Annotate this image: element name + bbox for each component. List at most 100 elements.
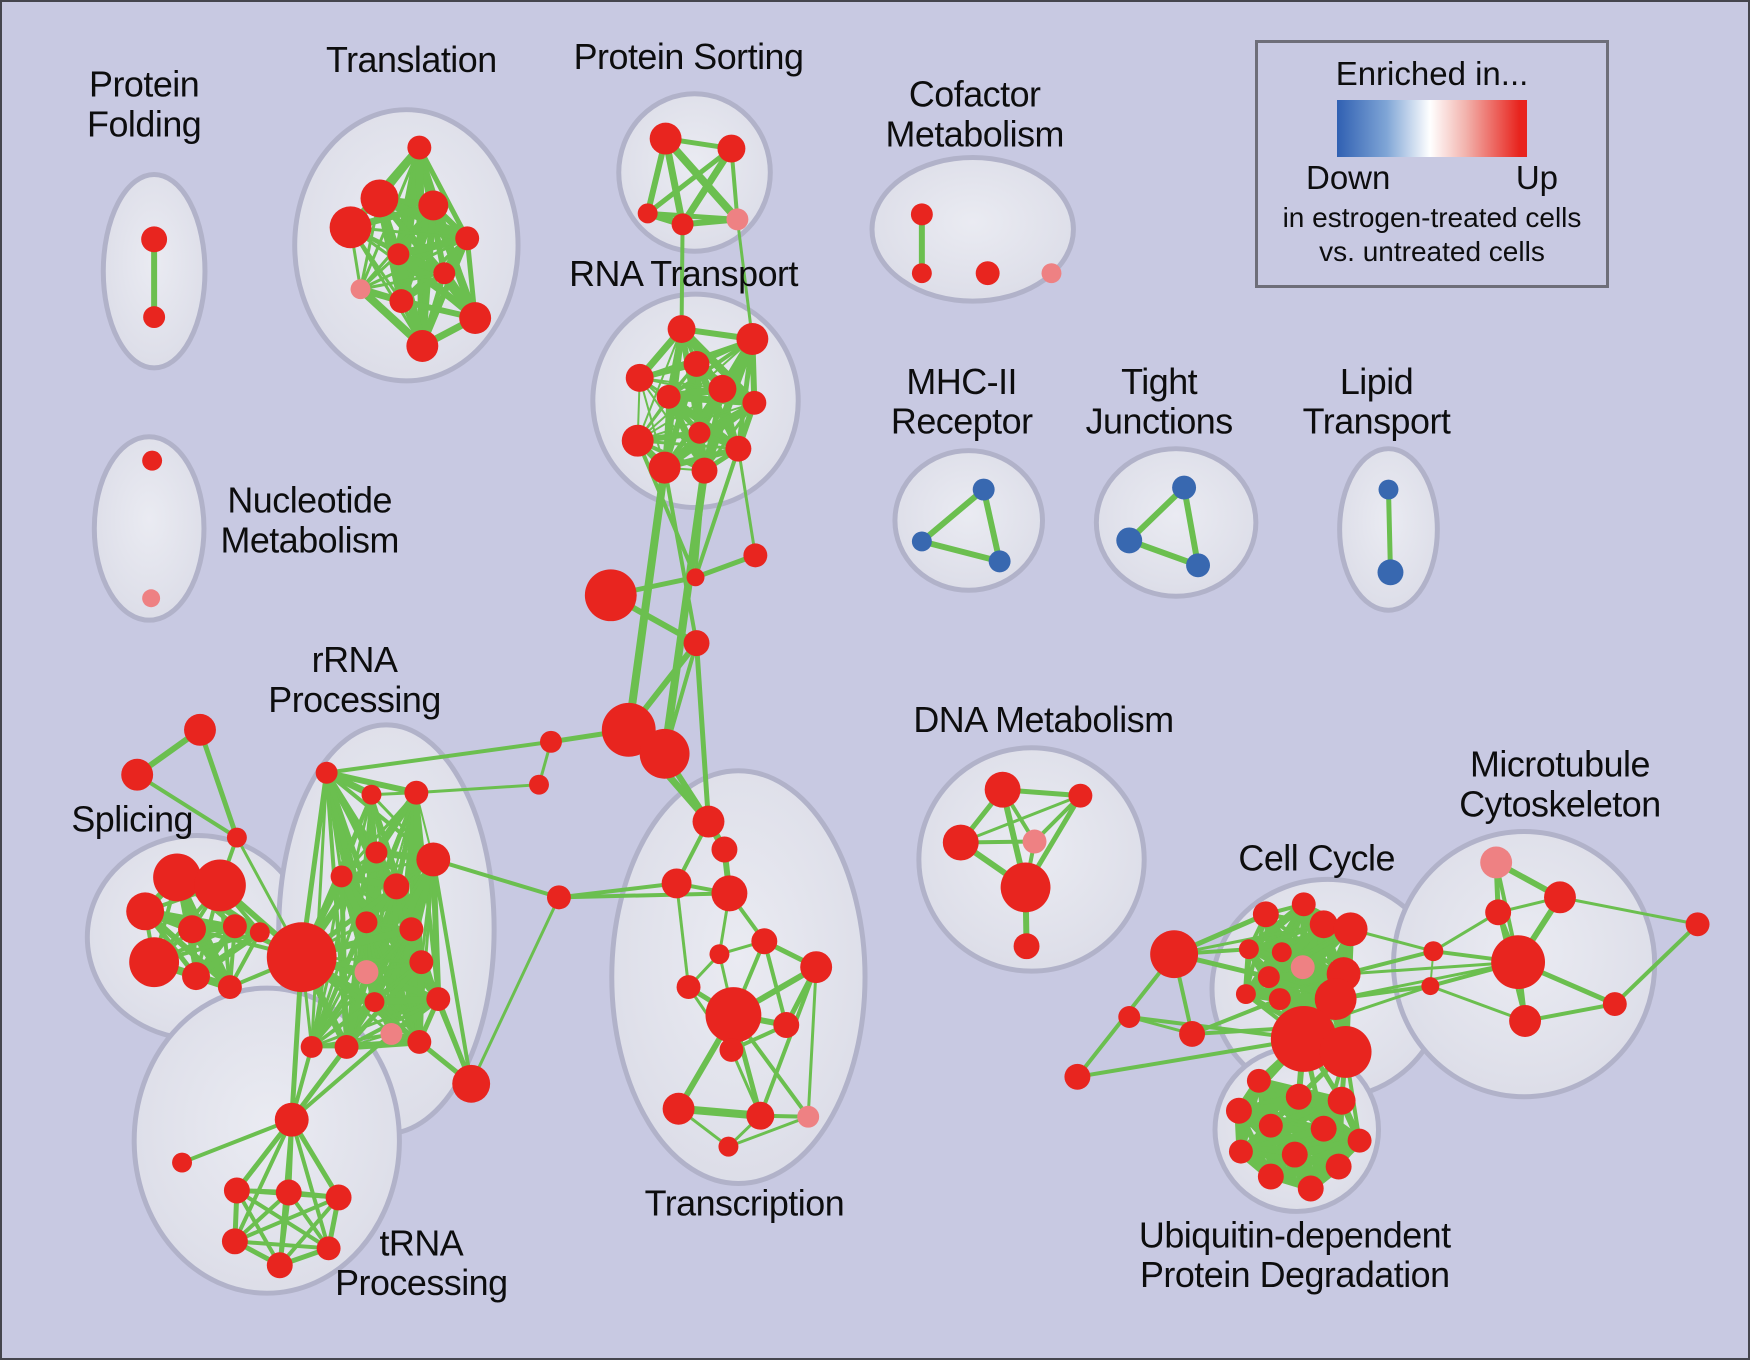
cell_cycle-node-6 xyxy=(1333,912,1368,947)
edge xyxy=(693,446,741,580)
edge xyxy=(349,225,424,348)
edge xyxy=(636,328,683,442)
microtubule_cytoskeleton-label: Microtubule Cytoskeleton xyxy=(1459,745,1660,825)
connectors-node-7 xyxy=(529,774,549,795)
cell_cycle-node-15 xyxy=(1179,1020,1206,1047)
protein_folding-node-0 xyxy=(141,226,168,253)
legend-box: Enriched in... Down Up in estrogen-treat… xyxy=(1255,40,1609,288)
transcription-node-3 xyxy=(711,875,748,912)
edge xyxy=(469,895,561,1086)
trna_processing-node-7 xyxy=(266,1252,293,1279)
mhc_ii_receptor-node-0 xyxy=(972,478,995,501)
edge xyxy=(1385,487,1393,575)
protein_folding-node-1 xyxy=(143,306,166,329)
edge xyxy=(758,965,819,1118)
protein_sorting-label: Protein Sorting xyxy=(574,37,804,77)
cell_cycle-node-2 xyxy=(1291,892,1316,917)
ubiquitin_degradation-node-9 xyxy=(1325,1153,1352,1180)
protein_sorting-node-0 xyxy=(649,122,682,155)
tight_junctions-ellipse xyxy=(1093,446,1259,599)
dna_metabolism-node-3 xyxy=(1022,829,1047,854)
transcription-label: Transcription xyxy=(645,1183,845,1223)
edge xyxy=(339,873,350,1050)
connectors-node-11 xyxy=(546,885,571,910)
nucleotide_metabolism-node-0 xyxy=(142,450,163,471)
edge xyxy=(675,881,691,989)
connectors-node-5 xyxy=(639,728,690,779)
cell_cycle-node-7 xyxy=(1290,955,1315,980)
rna_transport-node-7 xyxy=(621,424,654,457)
transcription-node-2 xyxy=(661,868,692,899)
rrna_processing-node-3 xyxy=(365,841,388,864)
rna_transport-node-1 xyxy=(736,323,769,355)
transcription-node-1 xyxy=(711,836,738,863)
microtubule_cytoskeleton-node-5 xyxy=(1602,992,1627,1017)
nucleotide_metabolism-label: Nucleotide Metabolism xyxy=(220,480,398,560)
trna_processing-node-6 xyxy=(316,1236,341,1261)
edge xyxy=(135,772,239,840)
transcription-node-11 xyxy=(662,1092,695,1125)
edge xyxy=(662,465,699,646)
rrna_processing-node-16 xyxy=(334,1034,359,1059)
rna_transport-node-9 xyxy=(725,435,752,462)
cell_cycle-node-16 xyxy=(1118,1006,1141,1028)
edge xyxy=(323,769,420,796)
rna_transport-node-10 xyxy=(648,451,681,484)
edge xyxy=(289,1117,331,1251)
dna_metabolism-node-0 xyxy=(984,771,1021,808)
connectors-node-3 xyxy=(683,630,710,657)
translation-node-6 xyxy=(433,262,456,285)
ubiquitin_degradation-node-2 xyxy=(1327,1086,1356,1115)
edge xyxy=(310,771,329,1049)
rna_transport-node-5 xyxy=(742,390,767,415)
edge xyxy=(762,939,789,1027)
edge xyxy=(677,325,759,407)
edge xyxy=(232,1239,331,1251)
rna_transport-node-11 xyxy=(691,457,718,484)
rrna_processing-node-5 xyxy=(330,865,353,888)
tight_junctions-node-1 xyxy=(1116,527,1143,554)
transcription-node-5 xyxy=(709,944,730,965)
legend-title: Enriched in... xyxy=(1335,55,1529,92)
rrna_processing-node-11 xyxy=(409,950,434,975)
cell_cycle-node-1 xyxy=(1252,901,1279,928)
microtubule_cytoskeleton-node-4 xyxy=(1509,1005,1542,1037)
edge xyxy=(1342,960,1520,976)
edge xyxy=(645,146,734,216)
legend-caption: in estrogen-treated cells vs. untreated … xyxy=(1283,201,1582,269)
edge xyxy=(1428,984,1527,1023)
edge xyxy=(1075,1036,1306,1079)
protein_sorting-node-2 xyxy=(637,203,658,224)
legend-up-label: Up xyxy=(1515,159,1558,196)
translation-node-9 xyxy=(459,302,492,335)
cofactor_metabolism-node-1 xyxy=(911,263,932,284)
rrna_processing-node-7 xyxy=(355,911,378,934)
edge xyxy=(703,401,756,473)
edge xyxy=(661,134,742,224)
nucleotide_metabolism-node-1 xyxy=(142,589,161,608)
lipid_transport-node-0 xyxy=(1378,479,1399,500)
ubiquitin_degradation-node-10 xyxy=(1257,1163,1284,1190)
rrna_processing-node-18 xyxy=(452,1064,491,1103)
splicing-node-3 xyxy=(178,915,206,944)
edge xyxy=(310,997,440,1049)
ubiquitin_degradation-node-1 xyxy=(1285,1083,1312,1110)
cell_cycle-node-14 xyxy=(1319,1025,1372,1078)
edge xyxy=(430,856,442,1003)
translation-node-1 xyxy=(360,179,399,218)
cofactor_metabolism-node-0 xyxy=(910,203,933,226)
edge xyxy=(1181,484,1202,569)
edge xyxy=(180,1117,294,1165)
ubiquitin_degradation-node-3 xyxy=(1225,1097,1252,1124)
cell_cycle-node-9 xyxy=(1257,966,1280,989)
edge xyxy=(660,466,709,758)
transcription-node-9 xyxy=(773,1012,800,1038)
connectors-node-2 xyxy=(743,543,768,568)
splicing-node-1 xyxy=(194,859,246,912)
mhc_ii_receptor-node-2 xyxy=(988,550,1011,573)
microtubule_cytoskeleton-node-6 xyxy=(1685,912,1710,937)
trna_processing-label: tRNA Processing xyxy=(335,1223,507,1303)
microtubule_cytoskeleton-node-8 xyxy=(1421,977,1440,996)
transcription-node-4 xyxy=(751,928,778,955)
